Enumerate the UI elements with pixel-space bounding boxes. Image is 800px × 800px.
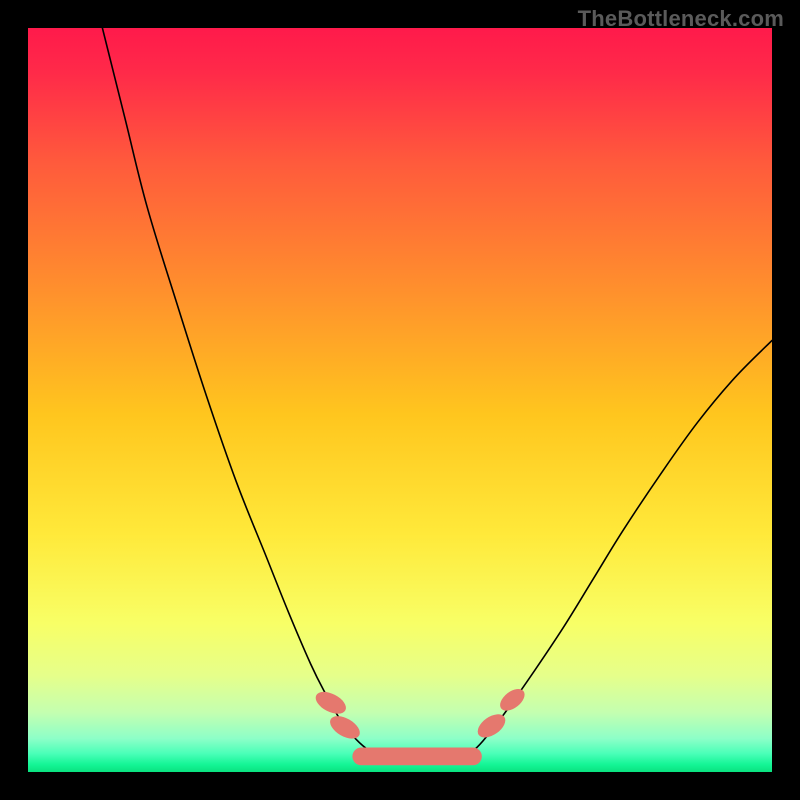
chart-svg bbox=[28, 28, 772, 772]
plot-background bbox=[28, 28, 772, 772]
marker-bottom-band bbox=[352, 747, 481, 765]
bottleneck-chart bbox=[28, 28, 772, 772]
